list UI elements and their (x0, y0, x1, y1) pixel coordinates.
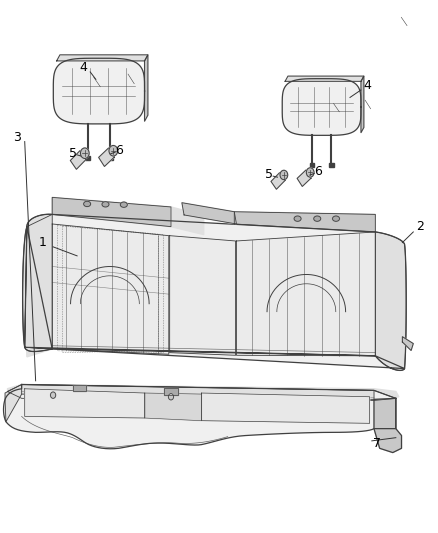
Polygon shape (145, 55, 148, 121)
Circle shape (81, 148, 89, 158)
Polygon shape (234, 212, 375, 232)
Ellipse shape (102, 201, 109, 207)
Polygon shape (237, 232, 375, 356)
Polygon shape (52, 197, 171, 227)
Text: 2: 2 (416, 220, 424, 233)
Polygon shape (297, 170, 311, 187)
Bar (108, 156, 113, 160)
Bar (310, 163, 314, 167)
Polygon shape (52, 214, 375, 356)
Polygon shape (271, 173, 285, 189)
Circle shape (50, 392, 56, 398)
Polygon shape (374, 398, 402, 453)
Polygon shape (375, 232, 406, 370)
Polygon shape (53, 58, 145, 124)
Text: 4: 4 (364, 79, 371, 92)
Polygon shape (201, 393, 370, 423)
Bar (164, 388, 177, 394)
Polygon shape (25, 214, 52, 357)
Text: 1: 1 (38, 236, 46, 249)
Text: 6: 6 (314, 165, 322, 179)
Bar (73, 384, 86, 391)
Bar (73, 384, 86, 391)
Ellipse shape (294, 216, 301, 221)
Polygon shape (285, 76, 364, 82)
Polygon shape (282, 79, 361, 135)
Circle shape (109, 146, 118, 156)
Polygon shape (71, 151, 86, 169)
Polygon shape (23, 214, 52, 351)
Ellipse shape (84, 201, 91, 207)
Ellipse shape (314, 216, 321, 221)
Polygon shape (403, 337, 413, 351)
Polygon shape (57, 55, 148, 61)
Text: 6: 6 (116, 144, 124, 157)
Text: 7: 7 (373, 437, 381, 450)
Bar (164, 388, 177, 394)
Polygon shape (99, 148, 114, 166)
Text: 5: 5 (265, 168, 273, 181)
Ellipse shape (120, 202, 127, 207)
Polygon shape (52, 224, 169, 354)
Circle shape (168, 393, 173, 400)
Polygon shape (7, 384, 396, 400)
Polygon shape (361, 76, 364, 133)
Ellipse shape (332, 216, 339, 221)
Bar (329, 163, 334, 167)
Polygon shape (375, 232, 405, 368)
Polygon shape (23, 214, 406, 370)
Polygon shape (182, 203, 237, 224)
Bar (85, 156, 90, 160)
Polygon shape (4, 384, 396, 449)
Polygon shape (170, 236, 236, 356)
Text: 3: 3 (13, 131, 21, 144)
Polygon shape (7, 384, 399, 400)
Circle shape (306, 168, 314, 177)
Circle shape (280, 170, 288, 180)
Polygon shape (5, 384, 21, 422)
Polygon shape (145, 393, 201, 421)
Polygon shape (171, 207, 204, 235)
Text: 4: 4 (80, 61, 88, 74)
Polygon shape (21, 384, 374, 399)
Text: 5: 5 (69, 147, 77, 160)
Polygon shape (25, 389, 145, 418)
